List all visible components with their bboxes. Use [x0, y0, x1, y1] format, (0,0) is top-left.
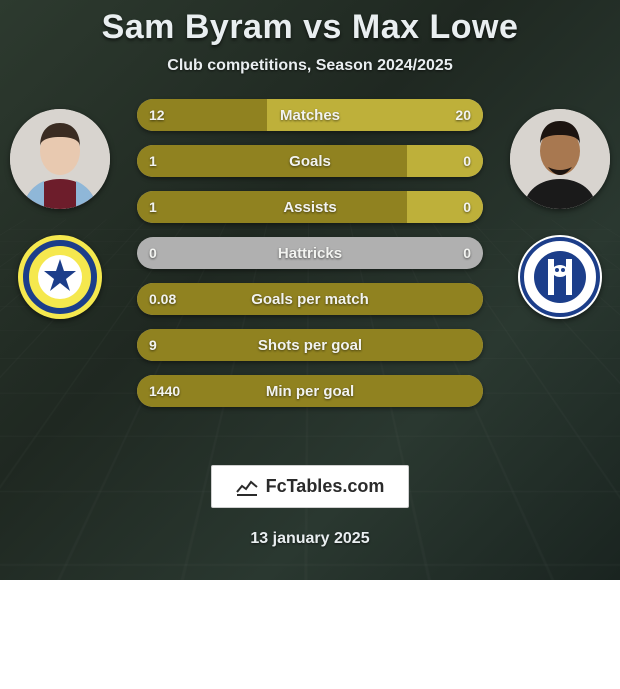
team-left-crest-svg — [18, 235, 102, 319]
stat-label: Hattricks — [137, 237, 483, 269]
brand-icon — [236, 478, 258, 496]
stat-fill-right — [407, 145, 483, 177]
stat-fill-left — [137, 329, 483, 361]
subtitle: Club competitions, Season 2024/2025 — [167, 57, 452, 75]
player-left-avatar-svg — [10, 109, 110, 209]
player-left-avatar — [10, 109, 110, 209]
stat-row: 10Goals — [137, 145, 483, 177]
stat-fill-left — [137, 145, 407, 177]
stat-fill-left — [137, 191, 407, 223]
player-right-avatar — [510, 109, 610, 209]
comparison-area: 1220Matches 10Goals 10Assists 0 0Hattricks 0.… — [0, 99, 620, 457]
stat-fill-right — [407, 191, 483, 223]
stat-fill-left — [137, 283, 483, 315]
stat-bars: 1220Matches 10Goals 10Assists 0 0Hattricks 0.… — [137, 99, 483, 457]
player-right-avatar-svg — [510, 109, 610, 209]
stat-fill-left — [137, 99, 267, 131]
brand-box: FcTables.com — [211, 465, 410, 508]
stat-row: 0.08Goals per match — [137, 283, 483, 315]
stat-row: 0 0Hattricks — [137, 237, 483, 269]
team-right-crest-svg — [518, 235, 602, 319]
team-right-crest — [518, 235, 602, 319]
stat-row: 1440Min per goal — [137, 375, 483, 407]
date-text: 13 january 2025 — [250, 530, 369, 548]
stat-fill-right — [267, 99, 483, 131]
team-left-crest — [18, 235, 102, 319]
brand-text: FcTables.com — [266, 476, 385, 497]
stat-row: 10Assists — [137, 191, 483, 223]
stat-row: 1220Matches — [137, 99, 483, 131]
stat-row: 9Shots per goal — [137, 329, 483, 361]
page-title: Sam Byram vs Max Lowe — [102, 8, 519, 47]
stat-value-left: 0 — [149, 237, 157, 269]
stat-value-right: 0 — [463, 237, 471, 269]
stat-fill-left — [137, 375, 483, 407]
